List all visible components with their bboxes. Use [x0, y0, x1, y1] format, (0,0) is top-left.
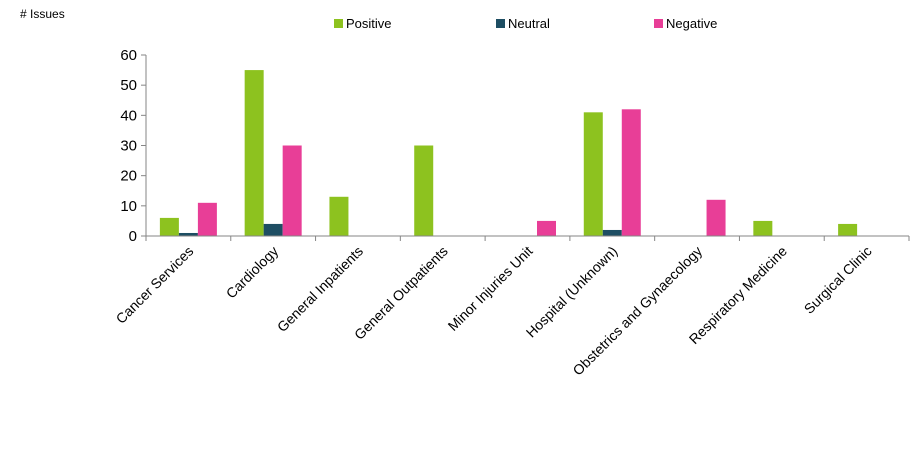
- bars: [159, 70, 858, 236]
- x-tick-label: General Outpatients: [351, 243, 451, 343]
- bar-positive: [583, 112, 603, 236]
- legend-label-positive: Positive: [346, 16, 392, 31]
- legend-swatch-positive: [334, 19, 343, 28]
- x-tick-label: General Inpatients: [274, 243, 366, 335]
- y-axis-label: # Issues: [20, 7, 65, 21]
- y-tick-label: 0: [129, 228, 137, 245]
- y-tick-label: 20: [120, 168, 137, 185]
- x-tick-label: Surgical Clinic: [801, 243, 875, 317]
- legend-swatch-neutral: [496, 19, 505, 28]
- legend: Positive Neutral Negative: [334, 16, 717, 31]
- bar-positive: [159, 217, 179, 236]
- legend-label-negative: Negative: [666, 16, 717, 31]
- x-tick-label: Cancer Services: [113, 243, 197, 327]
- x-tick-label: Respiratory Medicine: [686, 243, 790, 347]
- bar-negative: [621, 109, 641, 236]
- legend-swatch-negative: [654, 19, 663, 28]
- bar-negative: [282, 145, 302, 236]
- y-tick-label: 30: [120, 138, 137, 155]
- y-axis: 0 10 20 30 40 50 60: [120, 47, 147, 245]
- bar-neutral: [263, 223, 283, 236]
- y-tick-label: 60: [120, 47, 137, 64]
- bar-positive: [414, 145, 434, 236]
- bar-neutral: [602, 229, 622, 236]
- bar-positive: [244, 70, 264, 236]
- bar-neutral: [178, 232, 198, 236]
- x-tick-label: Hospital (Unknown): [523, 243, 621, 341]
- y-tick-label: 50: [120, 77, 137, 94]
- bar-negative: [537, 220, 556, 236]
- bar-negative: [197, 202, 217, 236]
- x-tick-label: Cardiology: [223, 243, 282, 302]
- y-tick-label: 10: [120, 198, 137, 215]
- x-tick-label: Minor Injuries Unit: [445, 243, 536, 334]
- bar-positive: [838, 223, 858, 236]
- legend-label-neutral: Neutral: [508, 16, 550, 31]
- bar-negative: [706, 199, 726, 236]
- bar-positive: [329, 196, 349, 236]
- bar-positive: [753, 220, 773, 236]
- y-tick-label: 40: [120, 107, 137, 124]
